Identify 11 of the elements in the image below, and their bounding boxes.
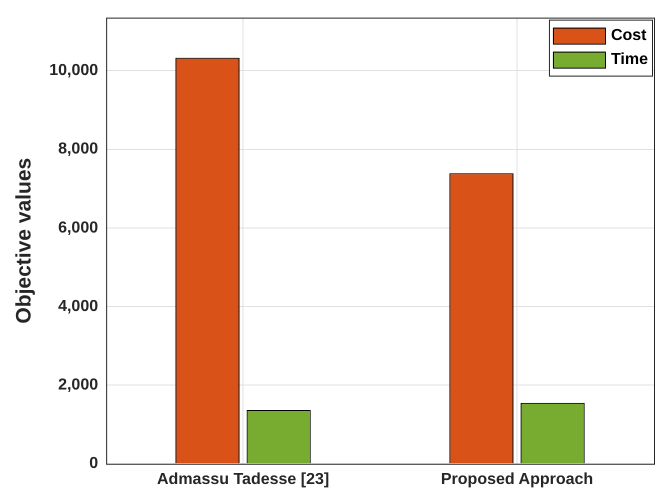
y-tick-label: 2,000: [58, 376, 98, 394]
legend-label: Cost: [610, 27, 648, 44]
y-tick-label: 8,000: [58, 140, 98, 158]
x-tick-label: Admassu Tadesse [23]: [156, 470, 330, 488]
y-tick-label: 10,000: [49, 62, 98, 80]
y-tick-label: 4,000: [58, 298, 98, 315]
y-tick-label: 6,000: [58, 219, 98, 236]
legend-label: Time: [610, 51, 648, 68]
y-axis-title: Objective values: [12, 158, 36, 324]
y-tick-label: 0: [89, 455, 98, 472]
x-tick-label: Proposed Approach: [440, 470, 594, 488]
